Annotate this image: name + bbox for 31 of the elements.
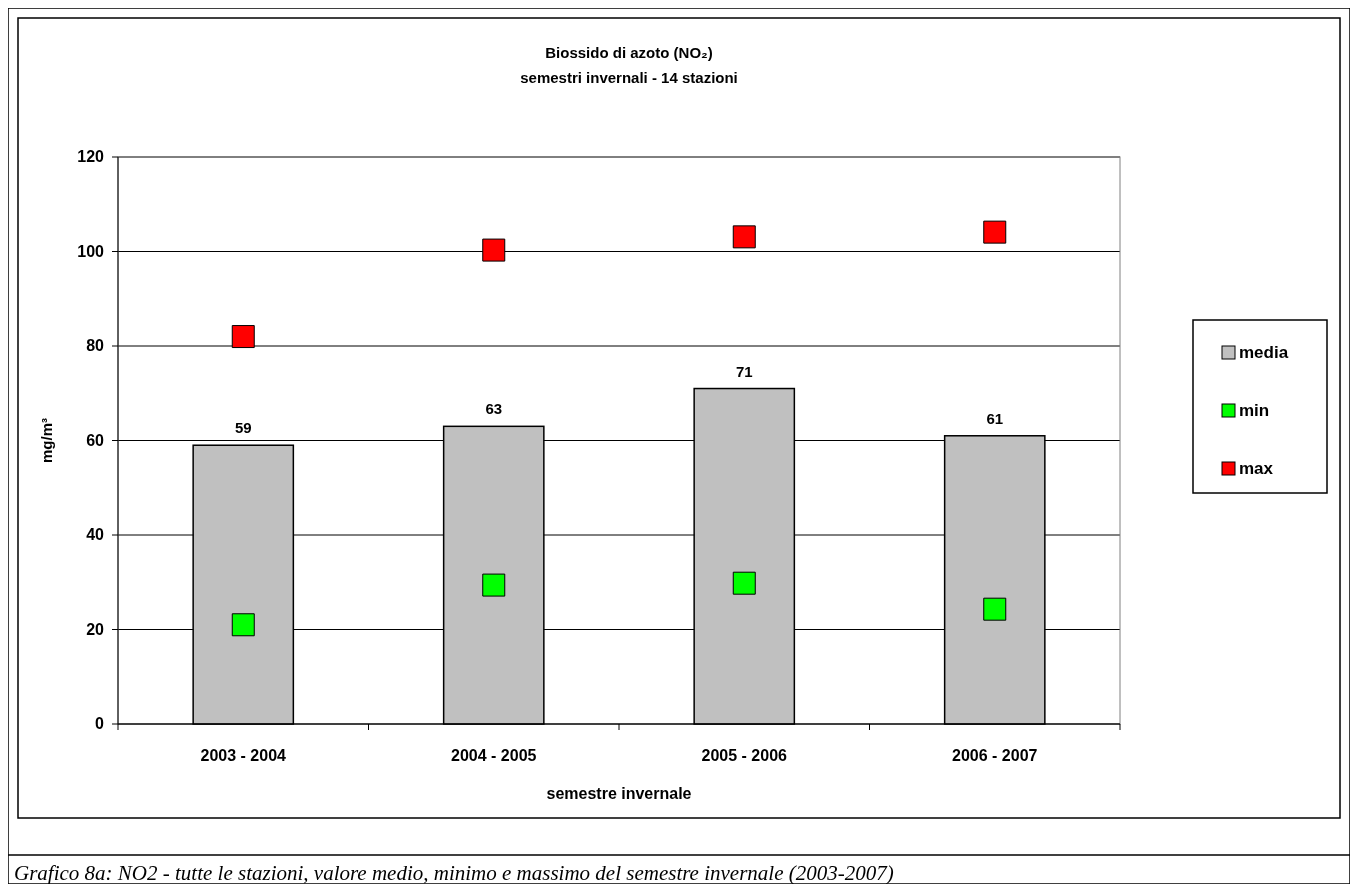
legend-label: media — [1239, 343, 1289, 362]
point — [732, 225, 756, 249]
chart-subtitle: semestri invernali - 14 stazioni — [520, 69, 738, 86]
text: Grafico 8a: NO2 - tutte le stazioni, valore medio, minimo e massimo del semestre invernale (2003-2007) — [14, 861, 894, 885]
x-tick-label: 2004 - 2005 — [451, 747, 537, 764]
y-tick-label: 100 — [77, 242, 105, 260]
point — [231, 325, 255, 349]
x-axis-title: semestre invernale — [546, 785, 692, 802]
y-tick-label: 0 — [95, 715, 105, 732]
point — [732, 571, 756, 595]
point — [482, 238, 506, 262]
x-tick-label: 2005 - 2006 — [701, 747, 788, 764]
legend-label: max — [1239, 459, 1274, 478]
data-label: 63 — [485, 400, 503, 418]
data-label: 61 — [986, 409, 1004, 427]
y-tick-label: 80 — [86, 337, 105, 354]
point — [983, 220, 1007, 244]
data-label: 71 — [735, 362, 753, 380]
y-tick-label: 120 — [77, 148, 105, 165]
point — [983, 597, 1007, 621]
point — [231, 613, 255, 637]
legend-label: min — [1239, 401, 1270, 420]
x-tick-label: 2006 - 2007 — [952, 747, 1038, 764]
point — [482, 573, 506, 597]
y-tick-label: 40 — [86, 526, 105, 543]
data-label: 59 — [234, 419, 252, 437]
y-axis-title: mg/m³ — [38, 418, 55, 463]
y-tick-label: 20 — [86, 620, 105, 638]
x-tick-label: 2003 - 2004 — [200, 747, 287, 764]
chart-title: Biossido di azoto (NO₂) — [545, 44, 713, 61]
y-tick-label: 60 — [86, 431, 105, 449]
